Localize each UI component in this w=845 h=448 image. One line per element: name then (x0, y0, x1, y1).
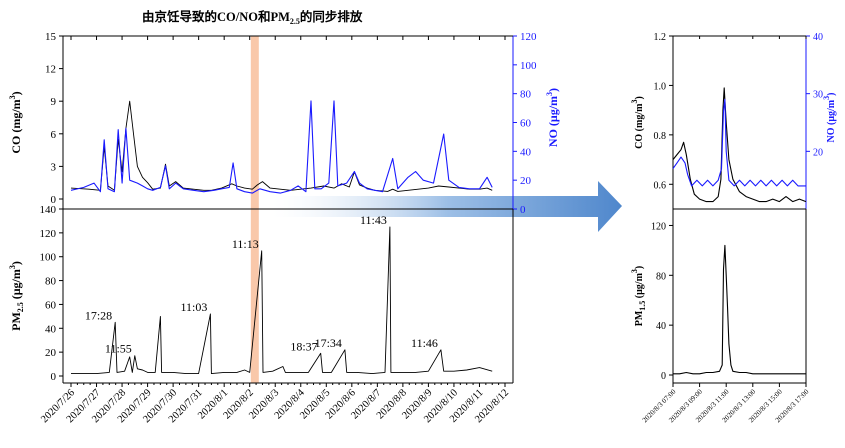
co-axis-title: CO (mg/m3) (8, 91, 23, 153)
r-pm-series-line (673, 244, 806, 375)
figure-title: 由京饪导致的CO/NO和PM2.5的同步排放 (142, 9, 363, 26)
r-no-tick-label: 30 (813, 90, 823, 101)
r-no-series-line (672, 98, 806, 187)
r-co-axis-title: CO (mg/m3) (630, 96, 645, 149)
r-pm-tick-label: 40 (656, 321, 666, 332)
co-tick-label: 9 (51, 96, 57, 108)
peak-annotation: 11:46 (411, 336, 438, 350)
no-tick-label: 120 (520, 31, 537, 43)
r-no-axis-title: NO (μg/m3) (822, 93, 837, 143)
pm-axis-title: PM2.5 (μg/m3) (8, 261, 25, 331)
pm-series-line (71, 226, 493, 375)
r-co-tick-label: 1.2 (654, 32, 667, 43)
pm-tick-label: 40 (45, 323, 57, 335)
r-co-tick-label: 1.0 (654, 81, 667, 92)
r-co-tick-label: 0.6 (654, 180, 667, 191)
r-no-tick-label: 40 (813, 32, 823, 43)
title-sub: 2.5 (290, 17, 300, 26)
peak-annotation: 17:28 (85, 308, 112, 322)
pm-tick-label: 0 (51, 371, 57, 383)
no-tick-label: 80 (520, 89, 532, 101)
connector-arrow (272, 181, 622, 232)
no-tick-label: 20 (520, 175, 532, 187)
pm-tick-label: 20 (45, 347, 57, 359)
no-tick-label: 40 (520, 146, 532, 158)
pm-tick-label: 140 (40, 204, 57, 216)
r-co-tick-label: 0.8 (654, 131, 667, 142)
left-pm25-panel: 0204060801001201402020/7/262020/7/272020… (8, 204, 514, 425)
peak-annotation: 11:03 (180, 300, 207, 314)
r-pm-tick-label: 80 (656, 271, 666, 282)
co-tick-label: 6 (51, 129, 57, 141)
r-pm-axis-title: PM1.5 (μg/m3) (630, 266, 647, 327)
peak-annotation: 18:37 (290, 339, 317, 353)
peak-annotation: 17:34 (315, 336, 342, 350)
pm-tick-label: 100 (40, 252, 57, 264)
peak-annotation: 11:13 (232, 237, 259, 251)
co-tick-label: 0 (51, 194, 57, 206)
no-series-line (70, 100, 493, 194)
co-tick-label: 3 (51, 161, 57, 173)
right-co-no-panel: 0.6 0.8 1.0 1.2 20 30 40 CO (mg/m3) NO (μg/m3) (630, 32, 837, 209)
r-pm-tick-label: 0 (661, 371, 666, 382)
title-tail: 的同步排放 (300, 9, 363, 24)
co-tick-label: 12 (45, 64, 56, 76)
no-tick-label: 60 (520, 118, 532, 130)
no-axis-title: NO (μg/m3) (545, 88, 560, 147)
r-no-tick-label: 20 (813, 147, 823, 158)
co-series-line (70, 100, 493, 192)
pm-tick-label: 120 (40, 228, 57, 240)
pm-tick-label: 80 (45, 276, 57, 288)
co-tick-label: 15 (45, 31, 57, 43)
r-pm-tick-label: 120 (651, 221, 666, 232)
peak-annotation: 11:55 (105, 342, 132, 356)
no-tick-label: 100 (520, 60, 537, 72)
pm-tick-label: 60 (45, 299, 57, 311)
peak-annotation: 11:43 (360, 213, 387, 227)
no-tick-label: 0 (520, 204, 526, 216)
title-main: 由京饪导致的CO/NO和PM (142, 9, 290, 24)
